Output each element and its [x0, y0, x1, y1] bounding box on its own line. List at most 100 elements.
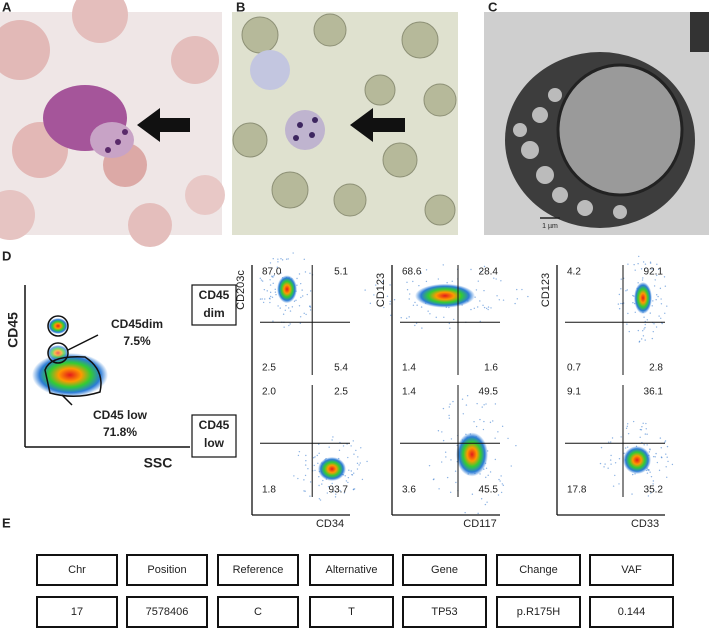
table-cell [217, 554, 299, 586]
event-dot [412, 304, 415, 306]
event-dot [305, 460, 307, 462]
event-dot [633, 263, 635, 266]
quadrant-value: 4.2 [567, 267, 581, 278]
event-dot [306, 293, 308, 296]
event-dot [640, 268, 643, 270]
event-dot [515, 444, 517, 447]
event-dot [638, 255, 640, 258]
event-dot [282, 313, 285, 315]
event-dot [666, 305, 668, 307]
event-dot [624, 447, 627, 449]
event-dot [289, 310, 292, 312]
event-dot [493, 277, 495, 279]
event-dot [649, 312, 651, 314]
event-dot [261, 280, 264, 282]
event-dot [483, 420, 485, 423]
event-dot [497, 431, 499, 433]
cell-text: Gene [431, 564, 458, 576]
event-dot [604, 463, 606, 465]
panel-label: C [488, 0, 498, 14]
event-dot [465, 404, 468, 406]
event-dot [318, 484, 320, 487]
event-dot [285, 258, 288, 260]
cell-text: p.R175H [517, 606, 560, 618]
event-dot [643, 328, 645, 330]
event-dot [437, 278, 440, 280]
event-dot [671, 463, 674, 466]
event-dot [652, 480, 655, 482]
event-dot [352, 488, 355, 490]
event-dot [442, 264, 444, 266]
event-dot [618, 293, 621, 296]
event-dot [485, 307, 488, 310]
event-dot [314, 469, 316, 472]
event-dot [665, 453, 667, 455]
event-dot [299, 322, 302, 324]
event-dot [664, 285, 667, 287]
event-dot [420, 306, 423, 308]
event-dot [292, 252, 294, 254]
panel-label: B [236, 0, 245, 14]
event-dot [659, 287, 662, 290]
event-dot [313, 464, 315, 467]
event-dot [644, 433, 647, 435]
event-dot [303, 490, 305, 492]
event-dot [364, 289, 366, 291]
event-dot [309, 495, 311, 497]
event-dot [652, 455, 655, 458]
event-dot [482, 428, 485, 431]
population [277, 275, 297, 304]
event-dot [487, 308, 489, 311]
event-dot [479, 300, 481, 302]
event-dot [644, 268, 646, 270]
event-dot [649, 448, 651, 450]
event-dot [485, 403, 487, 405]
event-dot [499, 480, 501, 482]
event-dot [644, 323, 646, 326]
row-label: CD45 [199, 288, 230, 302]
event-dot [649, 471, 651, 473]
event-dot [446, 476, 449, 479]
event-dot [356, 468, 359, 470]
event-dot [454, 470, 457, 472]
cell-text: Alternative [326, 564, 378, 576]
event-dot [272, 282, 274, 285]
event-dot [609, 459, 612, 461]
event-dot [360, 447, 362, 449]
event-dot [655, 294, 658, 296]
event-dot [299, 316, 302, 318]
panel-label: E [2, 515, 11, 530]
quadrant-value: 2.5 [334, 387, 348, 398]
axis-label: CD34 [316, 518, 344, 530]
event-dot [648, 451, 651, 453]
quadrant-value: 28.4 [479, 267, 499, 278]
event-dot [484, 503, 487, 506]
event-dot [655, 274, 658, 277]
event-dot [453, 318, 455, 321]
cell-text: VAF [621, 564, 642, 576]
event-dot [603, 466, 605, 468]
event-dot [623, 452, 625, 454]
event-dot [658, 469, 661, 472]
event-dot [521, 288, 523, 291]
event-dot [655, 452, 657, 455]
event-dot [639, 428, 642, 431]
event-dot [427, 310, 429, 312]
event-dot [405, 317, 408, 319]
event-dot [375, 284, 377, 286]
event-dot [627, 423, 629, 425]
event-dot [304, 474, 307, 477]
event-dot [293, 475, 295, 477]
event-dot [304, 490, 306, 492]
table-cell [126, 596, 208, 628]
event-dot [652, 330, 654, 333]
event-dot [272, 258, 274, 260]
event-dot [480, 498, 483, 500]
event-dot [297, 477, 299, 480]
event-dot [326, 492, 329, 494]
event-dot [322, 479, 324, 482]
event-dot [319, 499, 322, 501]
event-dot [650, 475, 653, 478]
event-dot [609, 441, 612, 443]
event-dot [408, 316, 410, 318]
